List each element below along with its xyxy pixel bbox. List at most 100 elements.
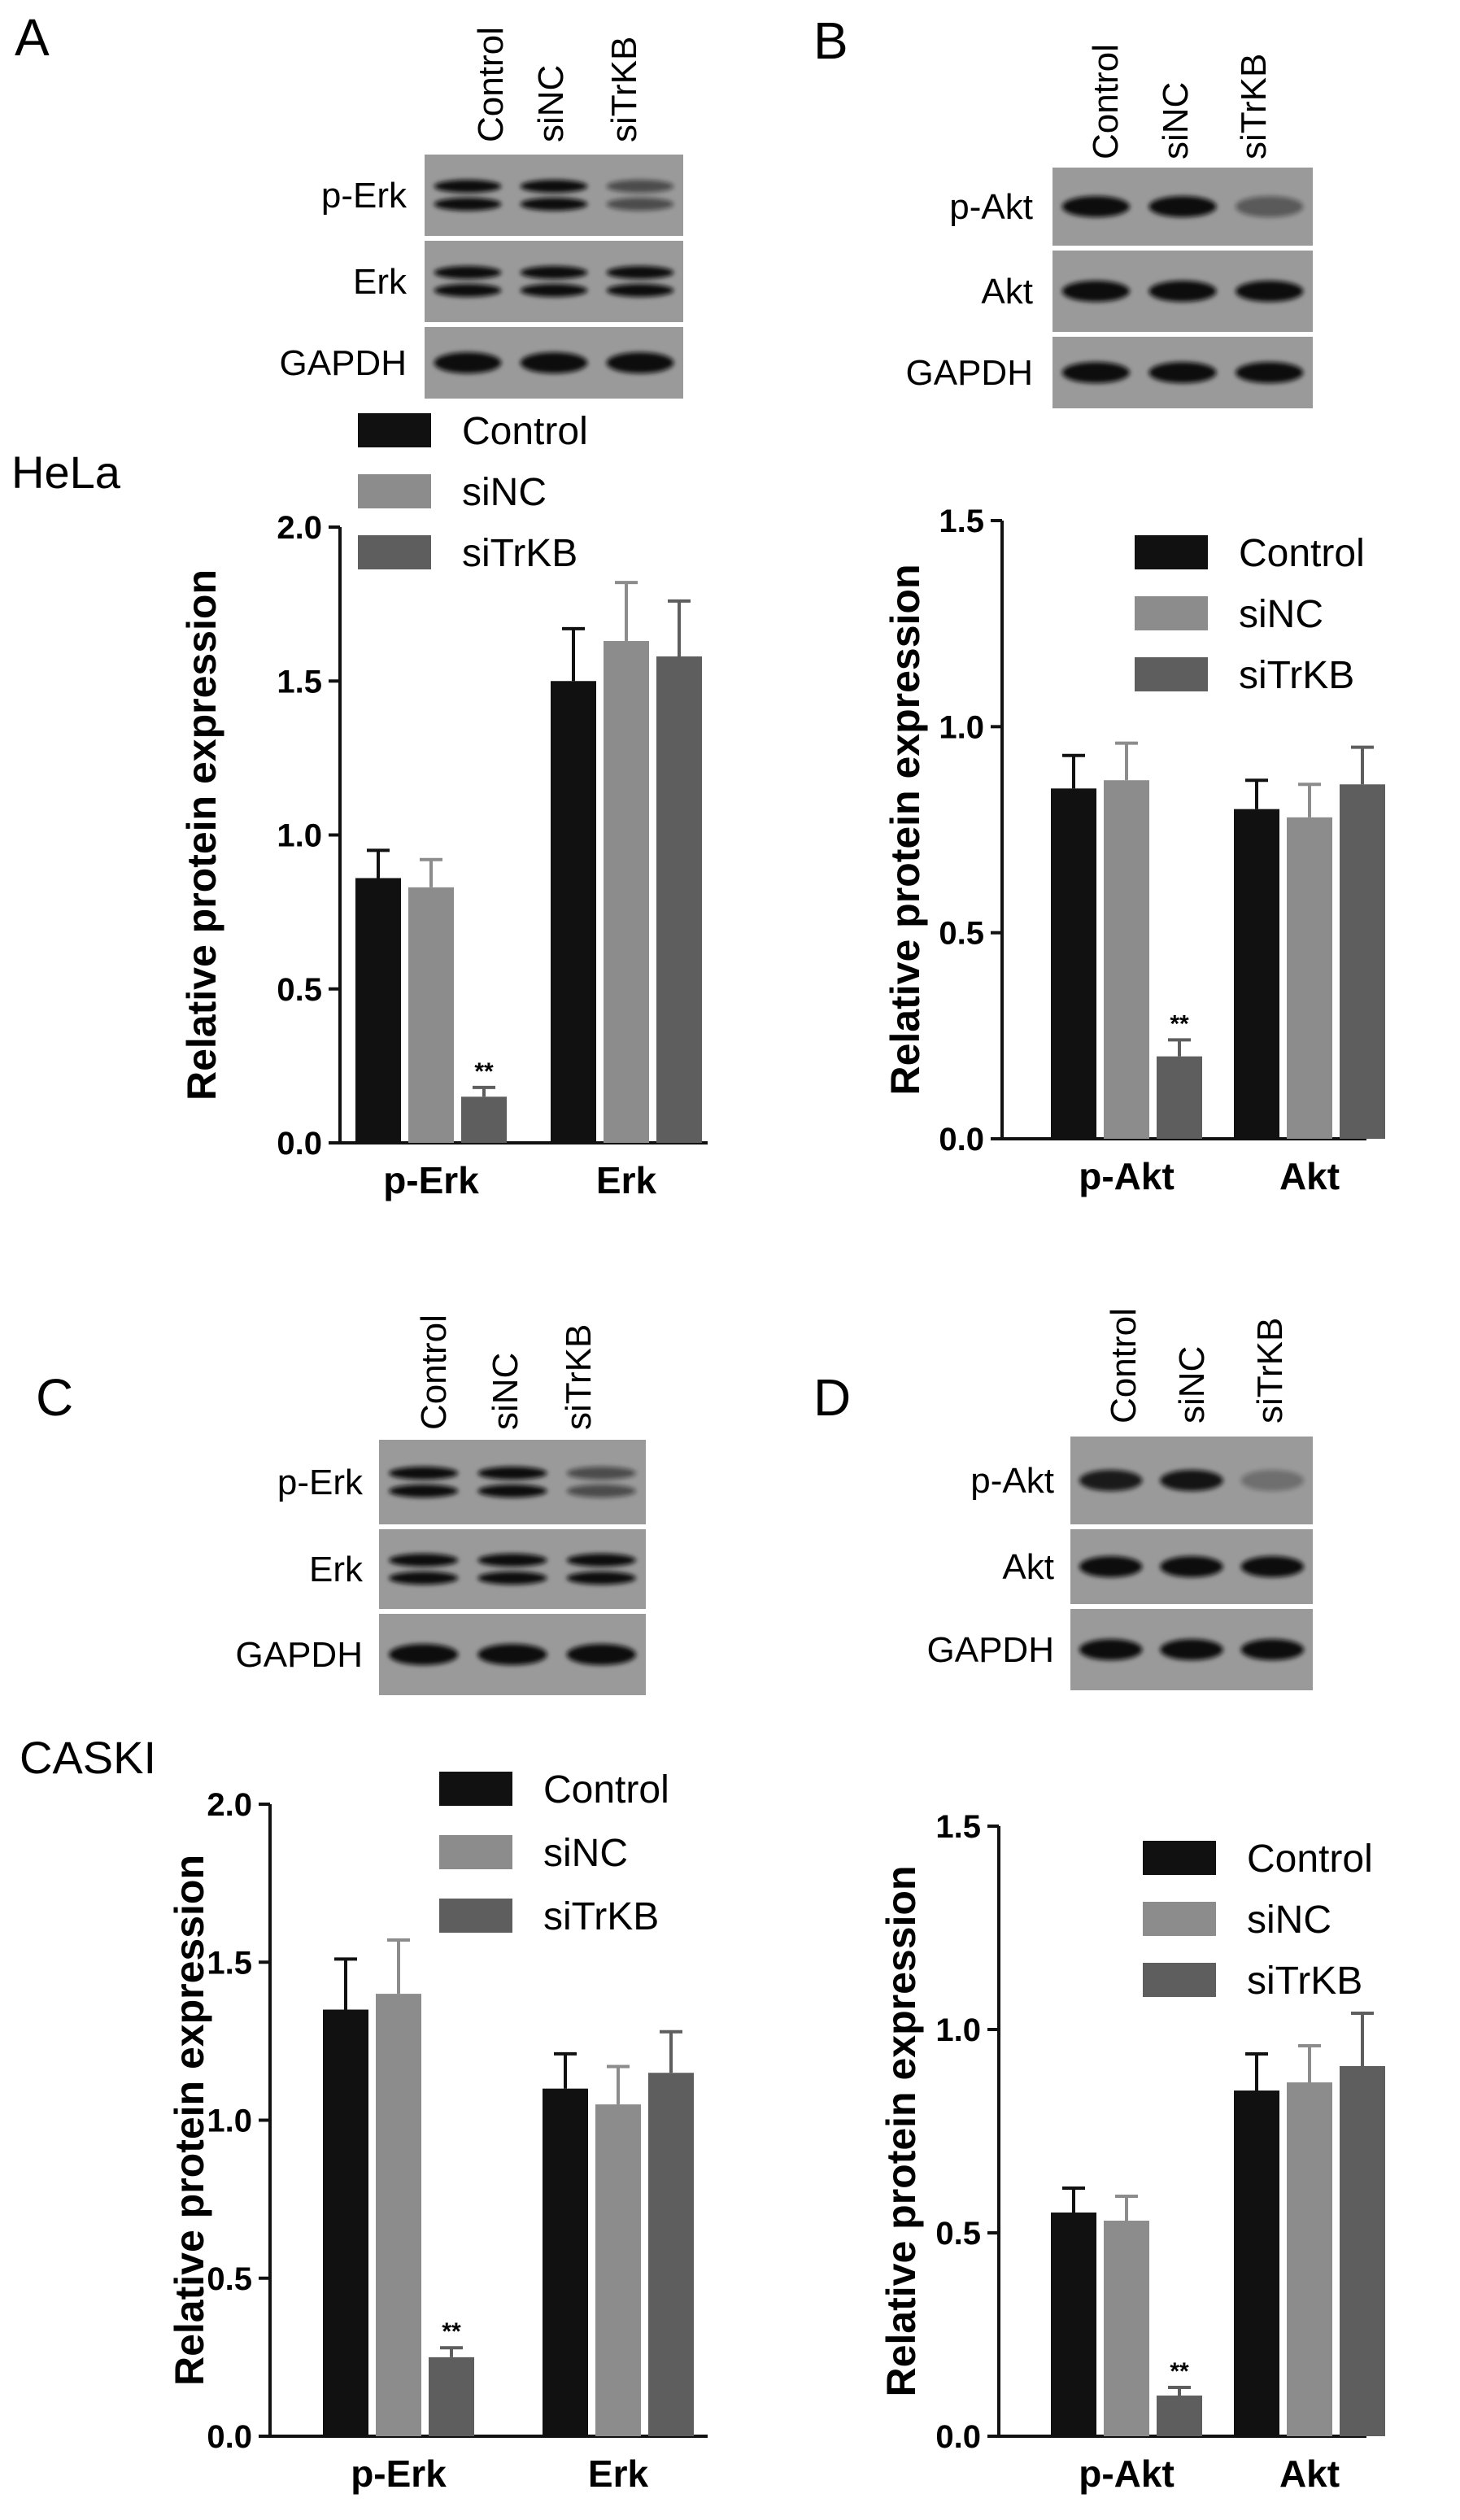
blot-band [1240, 1556, 1305, 1577]
bar-akt-sitrkb [1340, 2066, 1385, 2436]
blot-band [520, 198, 588, 211]
band-label-gapdh: GAPDH [236, 1635, 363, 1675]
chart-a: 0.0 0.5 1.0 1.5 2.0 Relative protein expressi… [179, 410, 708, 1201]
bar-p-erk-control [355, 878, 401, 1143]
significance-marker: ** [1170, 2358, 1189, 2385]
blot-band [566, 1572, 636, 1585]
blot-strip-gapdh [425, 327, 683, 399]
blot-band [1236, 196, 1304, 217]
band-label-p-erk: p-Erk [277, 1463, 364, 1502]
bar-p-akt-control [1051, 2213, 1096, 2436]
blot-band [477, 1644, 547, 1665]
legend-swatch-control [1143, 1841, 1216, 1875]
legend-label-control: Control [462, 410, 588, 453]
y-tick-label: 1.5 [277, 664, 322, 700]
y-tick-label: 0.5 [277, 972, 322, 1008]
blot-strip-gapdh [1070, 1609, 1313, 1690]
y-tick-label: 0.0 [935, 2419, 981, 2455]
legend-swatch-control [1135, 535, 1208, 569]
band-label-akt: Akt [1002, 1547, 1054, 1587]
y-tick-label: 1.0 [277, 818, 322, 854]
significance-marker: ** [1170, 1010, 1189, 1037]
bar-p-akt-sitrkb [1157, 1056, 1202, 1139]
blot-band [1240, 1639, 1305, 1660]
y-axis-label: Relative protein expression [167, 1855, 212, 2386]
y-tick-label: 1.5 [939, 504, 984, 539]
y-axis-label: Relative protein expression [179, 569, 224, 1101]
blot-band [434, 180, 502, 193]
blot-band [1160, 1556, 1223, 1577]
significance-marker: ** [442, 2318, 461, 2345]
blot-band [1061, 281, 1130, 302]
blot-strip-akt [1070, 1529, 1313, 1604]
blot-band [1148, 362, 1217, 383]
cell-line-hela: HeLa [11, 447, 121, 498]
blot-band [477, 1485, 547, 1498]
blot-band [1061, 362, 1130, 383]
blot-band [434, 198, 502, 211]
blot-band [1148, 281, 1217, 302]
y-axis-label: Relative protein expression [883, 564, 928, 1095]
significance-marker: ** [474, 1058, 494, 1085]
legend-label-sinc: siNC [1247, 1899, 1331, 1942]
legend-label-control: Control [1247, 1838, 1373, 1881]
lane-label-sitrkb: siTrKB [559, 1324, 599, 1430]
lane-label-sitrkb: siTrKB [1250, 1318, 1290, 1423]
band-label-akt: Akt [981, 272, 1033, 312]
blot-band [520, 352, 588, 373]
blot-strip-p-akt [1070, 1437, 1313, 1524]
chart-d: 0.0 0.5 1.0 1.5 Relative protein expression *… [878, 1809, 1385, 2495]
blot-band [434, 266, 502, 279]
legend-swatch-control [439, 1772, 512, 1806]
lane-label-sinc: siNC [1156, 82, 1196, 159]
y-tick-label: 0.5 [207, 2261, 252, 2297]
blot-band [566, 1485, 636, 1498]
legend-label-sitrkb: siTrKB [1239, 654, 1354, 697]
legend-label-sitrkb: siTrKB [1247, 1960, 1362, 2003]
legend-label-sitrkb: siTrKB [462, 532, 577, 575]
lane-label-control: Control [471, 27, 511, 142]
blot-strip-erk [425, 241, 683, 322]
y-axis-label: Relative protein expression [878, 1865, 924, 2396]
blot-band [1148, 196, 1217, 217]
y-tick-label: 1.0 [935, 2012, 981, 2048]
blot-strip-p-akt [1053, 168, 1313, 246]
blot-band [389, 1485, 459, 1498]
legend-label-sinc: siNC [462, 471, 547, 514]
bar-p-erk-sinc [376, 1994, 421, 2436]
y-tick-label: 2.0 [207, 1787, 252, 1823]
blot-strip-background [379, 1529, 646, 1609]
blot-band [566, 1644, 636, 1665]
lane-label-sinc: siNC [486, 1353, 525, 1430]
bar-p-akt-sitrkb [1157, 2396, 1202, 2436]
blot-band [520, 180, 588, 193]
blot-strip-p-erk [379, 1440, 646, 1524]
bar-erk-sitrkb [656, 656, 702, 1143]
blot-band [606, 180, 674, 193]
legend-label-sitrkb: siTrKB [543, 1895, 659, 1938]
lane-label-sinc: siNC [1172, 1346, 1212, 1423]
lane-label-sinc: siNC [531, 65, 571, 142]
band-label-p-akt: p-Akt [970, 1461, 1054, 1501]
bar-p-erk-sitrkb [429, 2357, 474, 2436]
blot-band [1079, 1470, 1143, 1491]
blot-band [1079, 1639, 1143, 1660]
blot-strip-akt [1053, 251, 1313, 332]
legend-swatch-sitrkb [358, 535, 431, 569]
panel-letter-c: C [36, 1368, 73, 1427]
cell-line-caski: CASKI [20, 1732, 156, 1783]
chart-b: 0.0 0.5 1.0 1.5 Relative protein expression *… [883, 504, 1385, 1197]
bar-akt-sinc [1287, 817, 1332, 1139]
blot-strip-background [425, 241, 683, 322]
blot-band [389, 1572, 459, 1585]
legend-swatch-sinc [358, 474, 431, 508]
y-tick-label: 0.5 [935, 2216, 981, 2252]
blot-band [434, 352, 502, 373]
lane-label-control: Control [1104, 1308, 1144, 1423]
bar-akt-sitrkb [1340, 784, 1385, 1139]
chart-c: 0.0 0.5 1.0 1.5 2.0 Relative protein expressi… [167, 1768, 708, 2495]
legend-swatch-sinc [1135, 596, 1208, 630]
y-tick-label: 0.0 [207, 2419, 252, 2455]
x-category-label-p-erk: p-Erk [383, 1159, 479, 1201]
